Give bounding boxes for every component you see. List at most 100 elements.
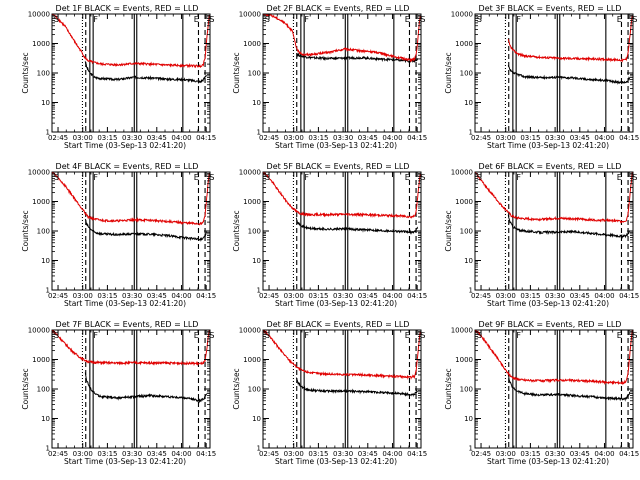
lld-series-line: [475, 330, 633, 386]
x-tick-label: 02:45: [471, 134, 491, 142]
x-tick-label: 04:00: [171, 292, 191, 300]
x-tick-label: 03:30: [545, 292, 565, 300]
y-tick-label: 1000: [455, 198, 473, 206]
y-tick-label: 1: [257, 129, 261, 137]
x-tick-label: 04:15: [407, 450, 427, 458]
x-tick-label: 04:15: [196, 450, 216, 458]
x-tick-label: 03:45: [358, 450, 378, 458]
x-tick-label: 03:00: [284, 134, 304, 142]
y-tick-label: 1: [469, 287, 473, 295]
y-tick-label: 100: [248, 228, 261, 236]
y-tick-label: 1000: [32, 40, 50, 48]
x-axis-label: Start Time (03-Sep-13 02:41:20): [64, 457, 186, 466]
panel-title: Det 8F BLACK = Events, RED = LLD: [267, 320, 410, 329]
event-marker-label: E: [617, 15, 622, 24]
plot-frame: [51, 329, 211, 449]
y-tick-label: 100: [37, 70, 50, 78]
events-series-line: [295, 377, 419, 397]
plot-area: [52, 330, 210, 448]
events-series-line: [295, 217, 419, 236]
x-tick-label: 03:00: [73, 134, 93, 142]
panel-title: Det 5F BLACK = Events, RED = LLD: [267, 162, 410, 171]
y-tick-label: 1: [469, 129, 473, 137]
x-tick-label: 04:15: [407, 292, 427, 300]
x-tick-label: 03:00: [284, 450, 304, 458]
lld-series-line: [52, 172, 210, 226]
x-tick-label: 04:15: [619, 450, 639, 458]
y-tick-label: 10: [41, 257, 50, 265]
event-marker-label: S: [420, 15, 425, 24]
x-tick-label: 03:30: [122, 450, 142, 458]
y-tick-label: 1: [46, 129, 50, 137]
event-marker-label: E: [194, 173, 199, 182]
y-tick-label: 10000: [451, 11, 473, 19]
event-marker-label: S: [209, 331, 214, 340]
y-tick-label: 1: [46, 287, 50, 295]
x-axis-label: Start Time (03-Sep-13 02:41:20): [275, 299, 397, 308]
event-marker-label: S: [632, 331, 637, 340]
x-tick-label: 04:00: [171, 450, 191, 458]
event-marker-label: E: [405, 15, 410, 24]
x-axis-label: Start Time (03-Sep-13 02:41:20): [487, 299, 609, 308]
event-marker-label: F: [516, 331, 521, 340]
y-tick-label: 10: [41, 99, 50, 107]
plot-frame: [262, 13, 422, 133]
x-axis-label: Start Time (03-Sep-13 02:41:20): [487, 457, 609, 466]
panel-det-2f: Det 2F BLACK = Events, RED = LLD 1 10 100 10…: [232, 4, 427, 150]
x-axis-label: Start Time (03-Sep-13 02:41:20): [64, 141, 186, 150]
events-series-line: [84, 372, 208, 404]
event-marker-label: E: [617, 173, 622, 182]
plot-area: [263, 14, 421, 132]
plot-frame: [51, 171, 211, 291]
plot-frame: [262, 329, 422, 449]
y-tick-label: 1: [257, 287, 261, 295]
x-tick-label: 03:45: [358, 134, 378, 142]
y-tick-label: 1000: [243, 356, 261, 364]
events-series-line: [507, 214, 631, 239]
events-series-line: [295, 52, 419, 64]
y-tick-label: 100: [460, 228, 473, 236]
y-tick-label: 10000: [451, 169, 473, 177]
event-marker-label: F: [304, 331, 309, 340]
x-tick-label: 02:45: [471, 292, 491, 300]
x-tick-label: 03:15: [97, 134, 117, 142]
x-tick-label: 03:15: [308, 134, 328, 142]
y-tick-label: 1: [469, 445, 473, 453]
event-marker-label: S: [209, 173, 214, 182]
x-tick-label: 03:00: [496, 292, 516, 300]
x-tick-label: 02:45: [48, 292, 68, 300]
lld-series-line: [263, 14, 421, 63]
plot-frame: [474, 13, 634, 133]
plot-area: [52, 172, 210, 290]
x-tick-label: 03:30: [333, 450, 353, 458]
event-marker-label: S: [420, 331, 425, 340]
y-axis-label: Counts/sec: [232, 210, 241, 251]
y-tick-label: 10000: [28, 169, 50, 177]
panel-det-1f: Det 1F BLACK = Events, RED = LLD 1 10 100 10…: [21, 4, 216, 150]
y-axis-label: Counts/sec: [232, 52, 241, 93]
x-tick-label: 03:00: [284, 292, 304, 300]
y-tick-label: 100: [248, 70, 261, 78]
x-tick-label: 04:00: [382, 450, 402, 458]
lld-series-line: [475, 172, 633, 224]
event-marker-label: S: [632, 173, 637, 182]
event-marker-label: S: [477, 173, 482, 182]
y-tick-label: 10: [252, 257, 261, 265]
panel-title: Det 7F BLACK = Events, RED = LLD: [56, 320, 199, 329]
event-marker-label: S: [54, 15, 59, 24]
event-marker-label: E: [194, 15, 199, 24]
x-tick-label: 03:00: [73, 292, 93, 300]
event-marker-label: S: [632, 15, 637, 24]
x-tick-label: 04:15: [619, 292, 639, 300]
x-tick-label: 04:15: [619, 134, 639, 142]
plot-frame: [51, 13, 211, 133]
y-tick-label: 1000: [243, 40, 261, 48]
lld-series-line: [507, 15, 633, 63]
y-tick-label: 1000: [455, 356, 473, 364]
x-tick-label: 04:15: [407, 134, 427, 142]
plot-area: [475, 172, 633, 290]
panel-title: Det 2F BLACK = Events, RED = LLD: [267, 4, 410, 13]
x-tick-label: 03:45: [147, 292, 167, 300]
x-tick-label: 03:45: [570, 134, 590, 142]
x-tick-label: 04:15: [196, 292, 216, 300]
